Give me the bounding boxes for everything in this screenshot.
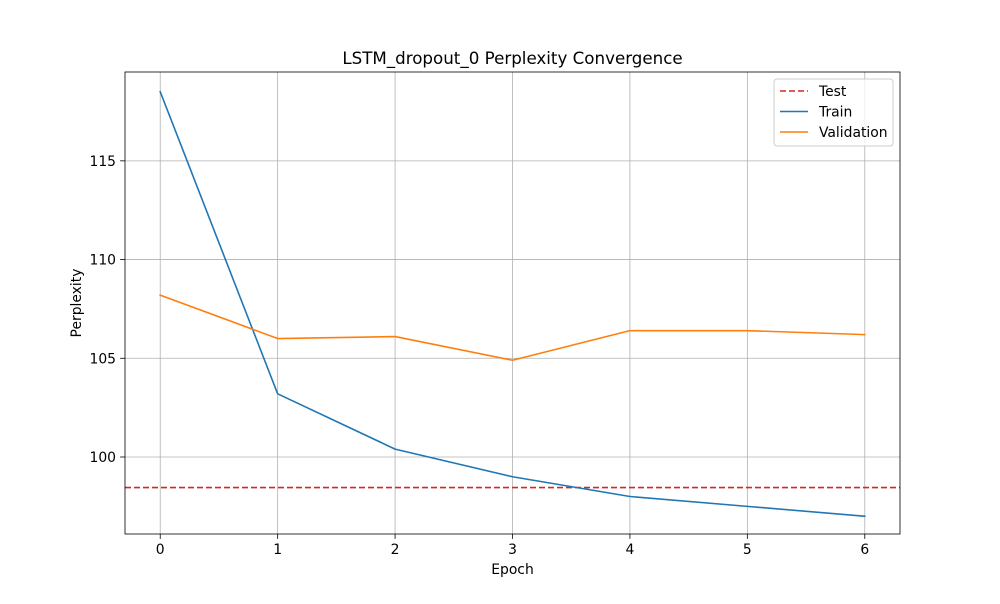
y-axis-label: Perplexity <box>69 269 85 338</box>
y-tick-label: 110 <box>89 253 116 269</box>
legend-label-train: Train <box>818 105 852 121</box>
chart-legend: Test Train Validation <box>774 79 893 146</box>
y-tick-label: 115 <box>89 154 116 170</box>
x-tick-label: 0 <box>156 542 165 558</box>
x-tick-label: 5 <box>743 542 752 558</box>
x-axis-label: Epoch <box>491 562 534 578</box>
y-tick-label: 100 <box>89 450 116 466</box>
x-tick-label: 2 <box>391 542 400 558</box>
chart-title: LSTM_dropout_0 Perplexity Convergence <box>342 48 682 69</box>
legend-label-test: Test <box>818 84 847 100</box>
y-tick-label: 105 <box>89 351 116 367</box>
x-tick-label: 6 <box>860 542 869 558</box>
legend-label-validation: Validation <box>819 125 888 141</box>
x-tick-label: 1 <box>273 542 282 558</box>
x-tick-label: 4 <box>626 542 635 558</box>
x-tick-label: 3 <box>508 542 517 558</box>
